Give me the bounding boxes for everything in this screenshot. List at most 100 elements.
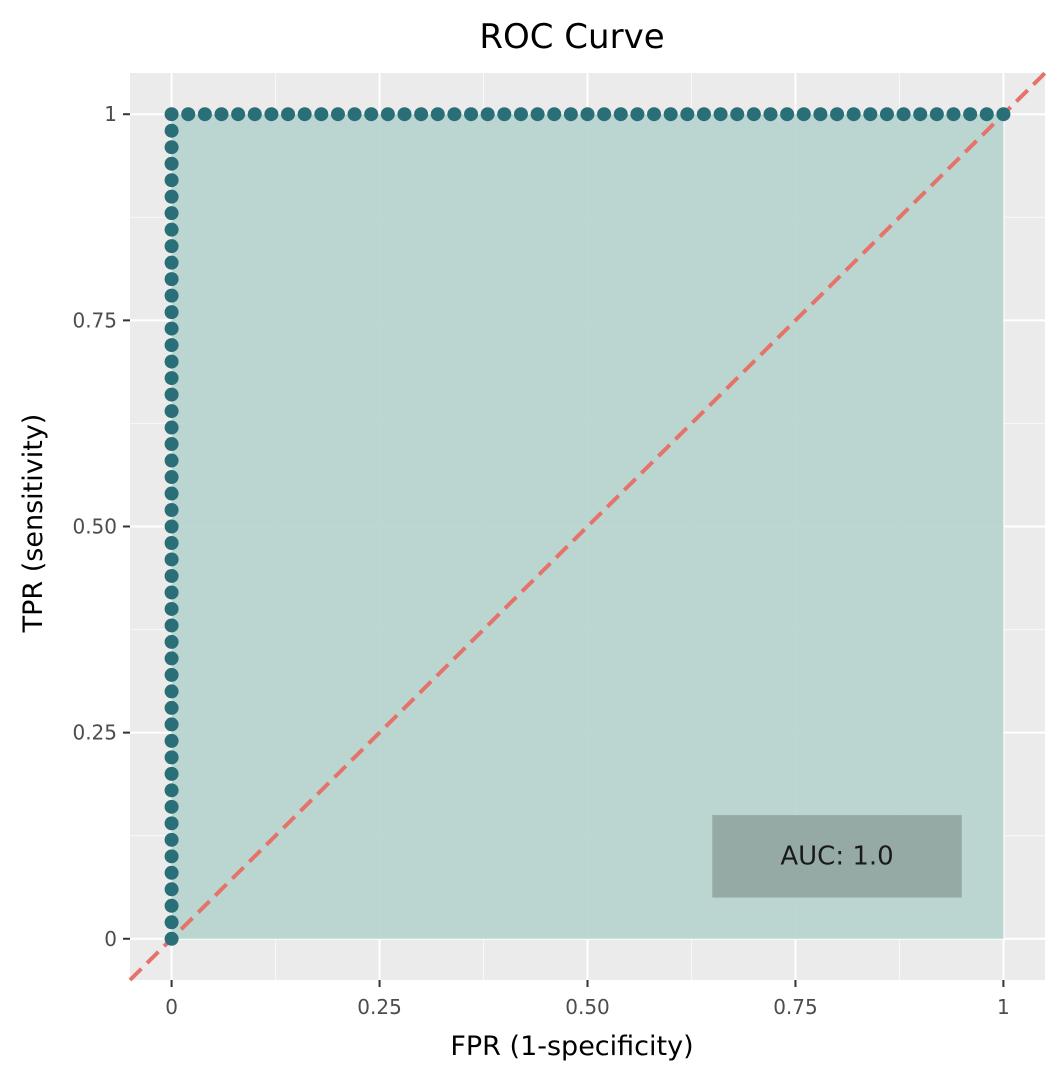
x-tick-label: 0 xyxy=(165,995,178,1019)
roc-point xyxy=(846,107,861,122)
roc-point xyxy=(164,321,179,336)
roc-point xyxy=(863,107,878,122)
roc-point xyxy=(979,107,994,122)
roc-point xyxy=(164,733,179,748)
roc-point xyxy=(879,107,894,122)
roc-point xyxy=(164,931,179,946)
x-tick-label: 1 xyxy=(997,995,1010,1019)
roc-point xyxy=(164,156,179,171)
y-tick-label: 0.50 xyxy=(72,515,117,539)
auc-annotation-box xyxy=(712,815,962,898)
roc-point xyxy=(164,535,179,550)
roc-point xyxy=(164,338,179,353)
y-tick-label: 1 xyxy=(104,102,117,126)
roc-point xyxy=(430,107,445,122)
roc-point xyxy=(164,107,179,122)
x-tick-label: 0.50 xyxy=(565,995,610,1019)
roc-point xyxy=(164,173,179,188)
roc-point xyxy=(164,453,179,468)
roc-point xyxy=(164,799,179,814)
roc-point xyxy=(164,486,179,501)
roc-point xyxy=(281,107,296,122)
roc-point xyxy=(164,437,179,452)
roc-point xyxy=(164,222,179,237)
roc-point xyxy=(580,107,595,122)
roc-point xyxy=(164,882,179,897)
roc-point xyxy=(763,107,778,122)
roc-point xyxy=(214,107,229,122)
roc-point xyxy=(164,305,179,320)
roc-point xyxy=(164,503,179,518)
roc-point xyxy=(314,107,329,122)
roc-point xyxy=(164,915,179,930)
roc-point xyxy=(830,107,845,122)
roc-point xyxy=(963,107,978,122)
roc-point xyxy=(946,107,961,122)
roc-point xyxy=(164,123,179,138)
roc-point xyxy=(164,898,179,913)
roc-point xyxy=(364,107,379,122)
roc-point xyxy=(164,371,179,386)
roc-point xyxy=(164,700,179,715)
roc-point xyxy=(164,288,179,303)
x-tick-label: 0.75 xyxy=(773,995,818,1019)
axis-layer: 0 0.25 0.50 0.75 1 0 0.25 0.50 0.75 1 xyxy=(72,102,1009,1019)
roc-point xyxy=(231,107,246,122)
roc-point xyxy=(513,107,528,122)
roc-point xyxy=(181,107,196,122)
roc-point xyxy=(996,107,1011,122)
roc-point xyxy=(696,107,711,122)
roc-point xyxy=(164,404,179,419)
roc-point xyxy=(547,107,562,122)
roc-point xyxy=(164,354,179,369)
auc-annotation-text: AUC: 1.0 xyxy=(780,841,893,871)
roc-point xyxy=(164,552,179,567)
roc-point xyxy=(347,107,362,122)
roc-point xyxy=(164,750,179,765)
roc-point xyxy=(330,107,345,122)
roc-point xyxy=(929,107,944,122)
roc-point xyxy=(813,107,828,122)
roc-point xyxy=(713,107,728,122)
roc-point xyxy=(164,865,179,880)
roc-point xyxy=(197,107,212,122)
roc-point xyxy=(164,255,179,270)
roc-point xyxy=(647,107,662,122)
roc-point xyxy=(164,206,179,221)
y-tick-label: 0.75 xyxy=(72,308,117,332)
roc-point xyxy=(164,519,179,534)
roc-point xyxy=(913,107,928,122)
roc-point xyxy=(464,107,479,122)
roc-point xyxy=(746,107,761,122)
roc-point xyxy=(164,272,179,287)
roc-point xyxy=(164,766,179,781)
roc-point xyxy=(164,239,179,254)
roc-point xyxy=(530,107,545,122)
roc-point xyxy=(164,189,179,204)
roc-point xyxy=(297,107,312,122)
roc-point xyxy=(247,107,262,122)
roc-point xyxy=(597,107,612,122)
x-axis-title: FPR (1-specificity) xyxy=(450,1031,693,1062)
roc-point xyxy=(480,107,495,122)
roc-point xyxy=(796,107,811,122)
roc-point xyxy=(164,783,179,798)
roc-point xyxy=(730,107,745,122)
roc-point xyxy=(164,420,179,435)
roc-point xyxy=(264,107,279,122)
roc-point xyxy=(164,667,179,682)
roc-point xyxy=(164,568,179,583)
roc-point xyxy=(164,585,179,600)
roc-point xyxy=(164,387,179,402)
roc-point xyxy=(397,107,412,122)
roc-point xyxy=(164,684,179,699)
y-axis-title: TPR (sensitivity) xyxy=(18,414,49,634)
roc-point xyxy=(164,140,179,155)
roc-point xyxy=(164,470,179,485)
point-layer xyxy=(164,107,1011,946)
roc-point xyxy=(680,107,695,122)
roc-point xyxy=(563,107,578,122)
roc-point xyxy=(414,107,429,122)
roc-point xyxy=(164,816,179,831)
